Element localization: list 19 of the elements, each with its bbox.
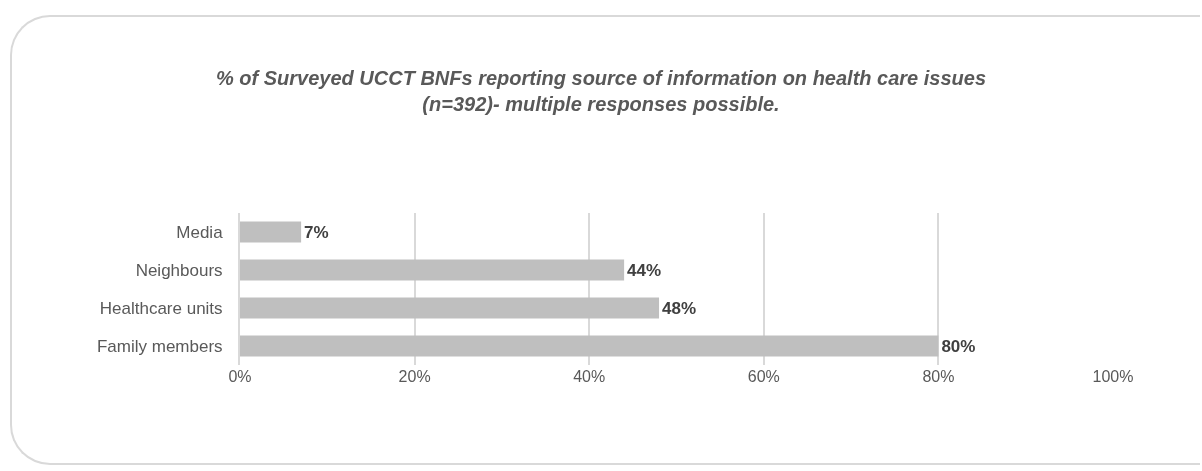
x-tick-label: 40%	[573, 368, 606, 385]
y-tick-label: Healthcare units	[99, 298, 223, 318]
bar	[240, 259, 625, 281]
data-label: 44%	[627, 260, 662, 280]
y-tick-label: Family members	[96, 336, 223, 356]
y-tick-label: Media	[176, 222, 224, 242]
data-label: 80%	[941, 336, 976, 356]
data-label: 7%	[304, 222, 329, 242]
bar	[240, 297, 660, 319]
x-tick-label: 100%	[1092, 368, 1134, 385]
x-tick-label: 20%	[398, 368, 431, 385]
x-tick-label: 0%	[228, 368, 252, 385]
x-tick-label: 80%	[922, 368, 955, 385]
x-tick-label: 60%	[747, 368, 780, 385]
chart-title: % of Surveyed UCCT BNFs reporting source of information on health care issues (n=392)- multiple responses possible.	[215, 66, 987, 115]
y-tick-label: Neighbours	[135, 260, 223, 280]
bar	[240, 221, 302, 243]
data-label: 48%	[662, 298, 697, 318]
bar	[240, 335, 939, 357]
